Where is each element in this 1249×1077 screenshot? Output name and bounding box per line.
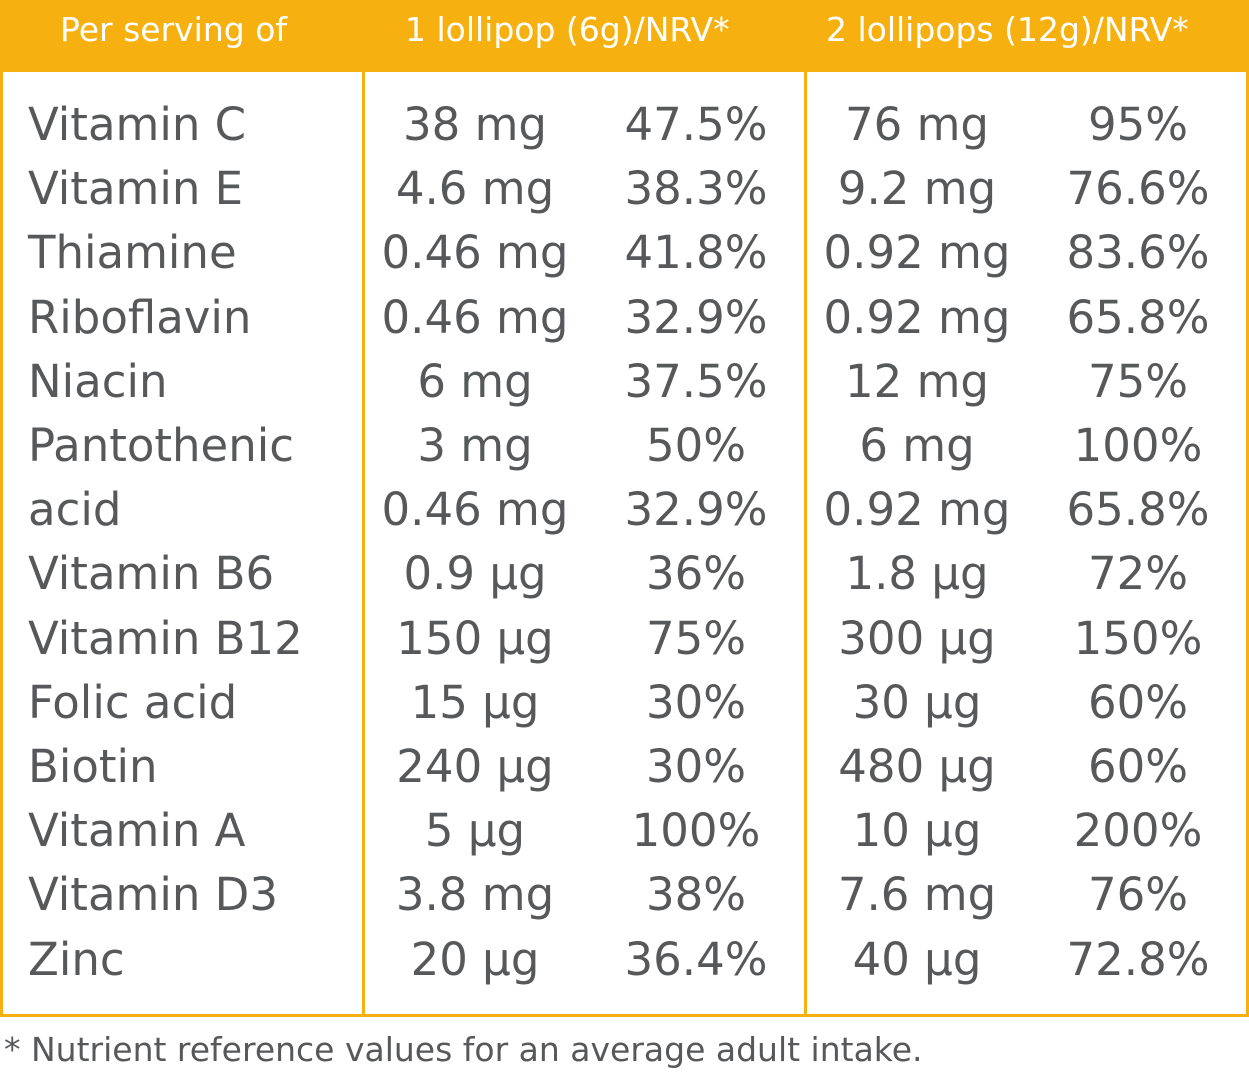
nutrient-name: Zinc [28,932,125,986]
amount-cell: 12 mg [845,354,989,408]
amount-cell: 5 µg [424,804,526,858]
amount-cell: 7.6 mg [837,868,997,922]
amount-cell: 10 µg [852,804,982,858]
table-row: Zinc 20 µg 36.4% 40 µg 72.8% [0,931,1249,995]
amount-cell: 0.46 mg [381,290,569,344]
amount-cell: 30 µg [852,675,982,729]
nrv-cell: 50% [645,419,747,472]
nutrient-name: Vitamin D3 [28,868,278,922]
nrv-cell: 36.4% [624,932,768,986]
amount-cell: 3 mg [417,419,533,472]
nrv-cell: 200% [1073,804,1203,858]
header-two-lollipops: 2 lollipops (12g)/NRV* [826,10,1189,49]
nrv-cell: 38.3% [624,162,768,216]
nrv-cell: 37.5% [624,354,768,408]
nrv-cell: 60% [1087,675,1189,729]
amount-cell: 40 µg [852,932,982,986]
nrv-cell: 65.8% [1066,483,1210,537]
header-one-lollipop: 1 lollipop (6g)/NRV* [405,10,730,49]
amount-cell: 0.46 mg [381,226,569,280]
nrv-cell: 60% [1087,740,1189,793]
nrv-cell: 76.6% [1066,162,1210,216]
nutrient-name: Thiamine [28,226,237,280]
nutrient-name: Riboflavin [28,290,252,344]
nrv-cell: 36% [645,547,747,601]
table-row: Vitamin A 5 µg 100% 10 µg 200% [0,802,1249,866]
nrv-cell: 65.8% [1066,290,1210,344]
nrv-cell: 76% [1087,868,1189,922]
amount-cell: 3.8 mg [395,868,555,922]
nrv-cell: 75% [1087,354,1189,408]
nrv-cell: 100% [1073,419,1203,472]
table-row: Pantothenic 3 mg 50% 6 mg 100% [0,417,1249,481]
nrv-cell: 30% [645,675,747,729]
column-divider [362,72,365,1017]
nrv-cell: 100% [631,804,761,858]
nrv-cell: 41.8% [624,226,768,280]
column-divider [804,72,807,1017]
nutrient-name: Folic acid [28,675,238,729]
table-row: Thiamine 0.46 mg 41.8% 0.92 mg 83.6% [0,224,1249,288]
table-row: Vitamin B12 150 µg 75% 300 µg 150% [0,610,1249,674]
amount-cell: 38 mg [403,98,547,151]
nrv-cell: 30% [645,740,747,793]
nrv-cell: 75% [645,611,747,665]
table-row: Vitamin B6 0.9 µg 36% 1.8 µg 72% [0,545,1249,609]
nrv-cell: 32.9% [624,483,768,537]
amount-cell: 0.92 mg [823,290,1011,344]
amount-cell: 480 µg [838,740,996,793]
nutrient-name: Vitamin B12 [28,611,303,665]
amount-cell: 76 mg [845,98,989,151]
amount-cell: 150 µg [396,611,554,665]
amount-cell: 15 µg [410,675,540,729]
amount-cell: 0.92 mg [823,483,1011,537]
table-row: Vitamin E 4.6 mg 38.3% 9.2 mg 76.6% [0,160,1249,224]
amount-cell: 0.9 µg [403,547,547,601]
nutrient-name: Vitamin C [28,98,247,151]
table-row: Vitamin C 38 mg 47.5% 76 mg 95% [0,96,1249,160]
amount-cell: 0.92 mg [823,226,1011,280]
table-row: acid 0.46 mg 32.9% 0.92 mg 65.8% [0,481,1249,545]
nrv-cell: 150% [1073,611,1203,665]
amount-cell: 0.46 mg [381,483,569,537]
table-row: Vitamin D3 3.8 mg 38% 7.6 mg 76% [0,866,1249,930]
table-row: Riboflavin 0.46 mg 32.9% 0.92 mg 65.8% [0,289,1249,353]
amount-cell: 9.2 mg [837,162,997,216]
amount-cell: 240 µg [396,740,554,793]
table-row: Folic acid 15 µg 30% 30 µg 60% [0,674,1249,738]
amount-cell: 4.6 mg [395,162,555,216]
nutrient-name: Vitamin A [28,804,246,858]
table-row: Biotin 240 µg 30% 480 µg 60% [0,738,1249,802]
nrv-cell: 72% [1087,547,1189,601]
amount-cell: 1.8 µg [845,547,989,601]
amount-cell: 6 mg [417,354,533,408]
nrv-cell: 38% [645,868,747,922]
header-per-serving: Per serving of [60,10,288,49]
nrv-cell: 47.5% [624,98,768,151]
amount-cell: 300 µg [838,611,996,665]
footnote: * Nutrient reference values for an avera… [4,1030,923,1069]
nutrient-name: Biotin [28,740,158,793]
nrv-cell: 32.9% [624,290,768,344]
nutrient-name: acid [28,483,122,537]
nutrient-name: Vitamin B6 [28,547,275,601]
table-row: Niacin 6 mg 37.5% 12 mg 75% [0,353,1249,417]
amount-cell: 20 µg [410,932,540,986]
nrv-cell: 72.8% [1066,932,1210,986]
nutrient-name: Pantothenic [28,419,295,472]
nutrient-name: Niacin [28,354,168,408]
amount-cell: 6 mg [859,419,975,472]
nrv-cell: 95% [1087,98,1189,151]
nutrient-name: Vitamin E [28,162,244,216]
table-header: Per serving of 1 lollipop (6g)/NRV* 2 lo… [0,0,1249,72]
nrv-cell: 83.6% [1066,226,1210,280]
